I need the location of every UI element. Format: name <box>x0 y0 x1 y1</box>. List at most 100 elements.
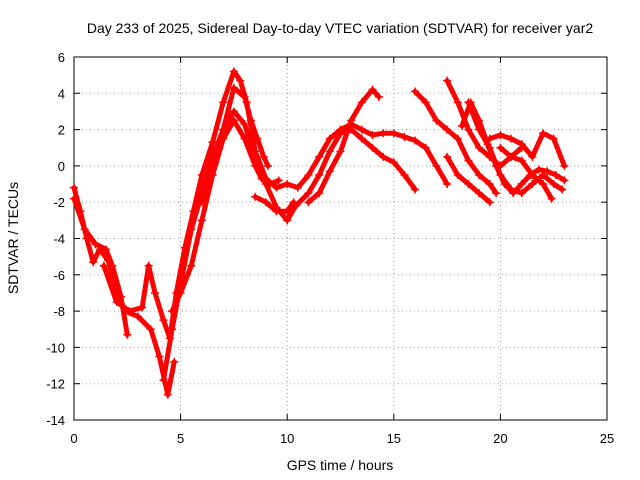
data-point-marker <box>443 180 452 189</box>
data-point-marker <box>123 330 132 339</box>
x-tick-label: 15 <box>387 431 401 446</box>
data-point-marker <box>108 261 117 270</box>
series-track-15 <box>496 143 556 203</box>
data-point-marker <box>507 134 516 143</box>
data-point-marker <box>272 183 281 192</box>
data-point-marker <box>251 161 260 170</box>
data-point-marker <box>257 174 266 183</box>
data-point-marker <box>534 165 543 174</box>
axis-ticks: 0 5 10 15 20 25 -14 -12 -10 -8 -6 -4 -2 0 2 4 6 <box>46 50 614 446</box>
series-line <box>497 145 555 202</box>
data-point-marker <box>70 183 78 192</box>
data-point-marker <box>197 170 206 179</box>
data-point-marker <box>492 189 501 198</box>
data-point-marker <box>259 152 268 161</box>
data-point-marker <box>261 198 270 207</box>
data-point-marker <box>411 185 420 194</box>
data-point-marker <box>70 194 78 203</box>
data-point-marker <box>475 189 484 198</box>
data-point-marker <box>187 261 196 270</box>
data-point-marker <box>144 261 153 270</box>
series-line <box>71 185 177 398</box>
data-series <box>70 67 569 399</box>
series-line <box>306 87 382 205</box>
data-point-marker <box>464 180 473 189</box>
data-point-marker <box>517 140 526 149</box>
data-point-marker <box>289 198 298 207</box>
data-point-marker <box>315 189 324 198</box>
data-point-marker <box>187 225 196 234</box>
data-point-marker <box>208 138 217 147</box>
data-point-marker <box>347 116 356 125</box>
data-point-marker <box>246 116 255 125</box>
data-point-marker <box>155 352 164 361</box>
data-point-marker <box>560 161 569 170</box>
data-point-marker <box>475 170 484 179</box>
data-point-marker <box>496 131 505 140</box>
data-point-marker <box>560 176 569 185</box>
data-point-marker <box>304 198 313 207</box>
x-tick-label: 20 <box>493 431 507 446</box>
data-point-marker <box>517 180 526 189</box>
data-point-marker <box>163 390 172 399</box>
y-tick-label: 0 <box>58 159 65 174</box>
series-track-14 <box>485 129 569 170</box>
data-point-marker <box>551 170 560 179</box>
series-track-6 <box>197 83 273 207</box>
data-point-marker <box>159 376 168 385</box>
data-point-marker <box>99 261 108 270</box>
data-point-marker <box>101 245 110 254</box>
data-point-marker <box>336 129 345 138</box>
x-axis-label: GPS time / hours <box>287 457 394 473</box>
data-point-marker <box>368 85 377 94</box>
data-point-marker <box>389 129 398 138</box>
data-point-marker <box>400 170 409 179</box>
data-point-marker <box>539 180 548 189</box>
chart-title: Day 233 of 2025, Sidereal Day-to-day VTE… <box>87 20 593 36</box>
data-point-marker <box>266 180 275 189</box>
data-point-marker <box>475 143 484 152</box>
data-point-marker <box>483 140 492 149</box>
data-point-marker <box>315 152 324 161</box>
data-point-marker <box>146 325 155 334</box>
data-point-marker <box>485 180 494 189</box>
data-point-marker <box>464 156 473 165</box>
data-point-marker <box>168 325 177 334</box>
data-point-marker <box>229 67 238 76</box>
data-point-marker <box>240 92 249 101</box>
series-track-10 <box>443 152 494 207</box>
data-point-marker <box>229 83 238 92</box>
data-point-marker <box>219 125 228 134</box>
plot-frame <box>73 56 608 421</box>
data-point-marker <box>272 207 281 216</box>
data-point-marker <box>168 307 177 316</box>
data-point-marker <box>304 170 313 179</box>
data-point-marker <box>432 116 441 125</box>
data-point-marker <box>197 198 206 207</box>
y-tick-label: 4 <box>58 86 65 101</box>
data-point-marker <box>453 170 462 179</box>
data-point-marker <box>558 185 567 194</box>
data-point-marker <box>421 98 430 107</box>
data-point-marker <box>229 116 238 125</box>
y-tick-label: -6 <box>53 268 65 283</box>
data-point-marker <box>251 192 260 201</box>
data-point-marker <box>357 134 366 143</box>
x-tick-label: 0 <box>70 431 77 446</box>
data-point-marker <box>443 125 452 134</box>
series-line <box>161 108 418 383</box>
data-point-marker <box>151 288 160 297</box>
data-point-marker <box>315 170 324 179</box>
data-point-marker <box>236 76 245 85</box>
y-tick-label: 2 <box>58 123 65 138</box>
y-axis-label: SDTVAR / TECUs <box>5 182 21 294</box>
data-point-marker <box>293 183 302 192</box>
data-point-marker <box>443 76 452 85</box>
data-point-marker <box>453 134 462 143</box>
data-point-marker <box>159 316 168 325</box>
y-tick-label: -10 <box>46 340 65 355</box>
data-point-marker <box>89 258 98 267</box>
data-point-marker <box>264 161 273 170</box>
data-point-marker <box>368 131 377 140</box>
